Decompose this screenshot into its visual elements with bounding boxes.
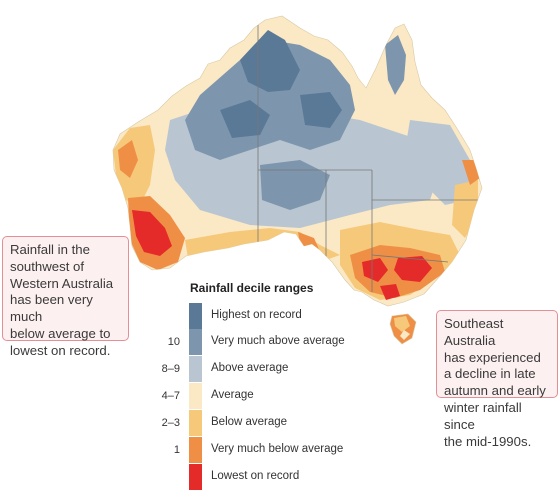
callout-line: southwest of [10,258,85,274]
region-very-much-above-north [185,40,355,160]
legend-swatch [189,356,202,382]
legend-label: Very much above average [211,335,345,347]
southwest-wa-callout: Rainfall in the southwest of Western Aus… [2,236,129,358]
legend-item-below: 2–3 Below average [138,410,368,436]
tasmania-below-average [394,316,410,332]
callout-line: the mid-1990s. [444,433,532,449]
southeast-callout: Southeast Australia has experienced a de… [436,310,558,449]
callout-line: lowest on record. [10,342,111,358]
legend-title: Rainfall decile ranges [190,281,314,295]
region-highest-north [240,30,300,92]
callout-line: Western Australia [10,275,114,291]
legend-item-highest: Highest on record [138,303,368,329]
legend-swatch [189,437,202,463]
legend-tick: 4–7 [161,390,180,402]
legend-label: Average [211,389,254,401]
legend-label: Lowest on record [211,470,300,482]
region-above-average-east [405,120,470,205]
region-lowest-southeast-a [362,258,388,282]
region-very-much-below-west-coast [118,140,138,178]
callout-line: below average to [10,325,111,341]
callout-line: a decline in late [444,366,536,382]
legend-swatch [189,410,202,436]
region-lowest-southeast-c [380,284,400,300]
legend-swatch [189,329,202,355]
legend-label: Below average [211,416,288,428]
legend-item-above: 8–9 Above average [138,356,368,382]
callout-line: has been very much [10,292,93,325]
legend-swatch [189,464,202,490]
legend-label: Very much below average [211,443,344,455]
tasmania-average [400,330,410,340]
legend-tick: 2–3 [161,417,180,429]
legend-tick: 1 [173,444,180,456]
legend-tick: 8–9 [161,363,180,375]
legend-item-very-much-above: 10 Very much above average [138,329,368,355]
region-highest-central [220,100,270,138]
legend-swatch [189,383,202,409]
callout-line: autumn and early [444,383,546,399]
region-very-much-above-cape [385,35,406,95]
region-lowest-southeast-b [394,256,432,282]
legend-label: Highest on record [211,309,302,321]
region-very-much-above-central [260,160,330,210]
legend-label: Above average [211,362,289,374]
legend-item-very-much-below: 1 Very much below average [138,437,368,463]
legend-item-lowest: Lowest on record [138,464,368,490]
legend-item-average: 4–7 Average [138,383,368,409]
legend-swatch [189,303,202,329]
legend-tick: 10 [167,336,180,348]
callout-line: winter rainfall since [444,399,522,432]
callout-line: Southeast Australia [444,316,504,348]
region-highest-east [300,92,342,128]
region-lowest-southwest [132,210,172,256]
callout-line: has experienced [444,349,541,365]
callout-line: Rainfall in the [10,242,90,257]
